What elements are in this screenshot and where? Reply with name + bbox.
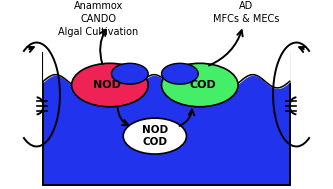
- Circle shape: [123, 118, 186, 154]
- Circle shape: [72, 63, 148, 107]
- Text: NOD: NOD: [93, 80, 121, 90]
- Text: COD: COD: [190, 80, 216, 90]
- Bar: [43, 53, 290, 185]
- Text: Anammox
CANDO
Algal Cultivation: Anammox CANDO Algal Cultivation: [58, 1, 138, 37]
- Circle shape: [112, 63, 148, 84]
- Circle shape: [162, 63, 238, 107]
- Circle shape: [162, 63, 198, 84]
- Text: NOD
COD: NOD COD: [142, 125, 168, 147]
- Text: AD
MFCs & MECs: AD MFCs & MECs: [213, 1, 280, 24]
